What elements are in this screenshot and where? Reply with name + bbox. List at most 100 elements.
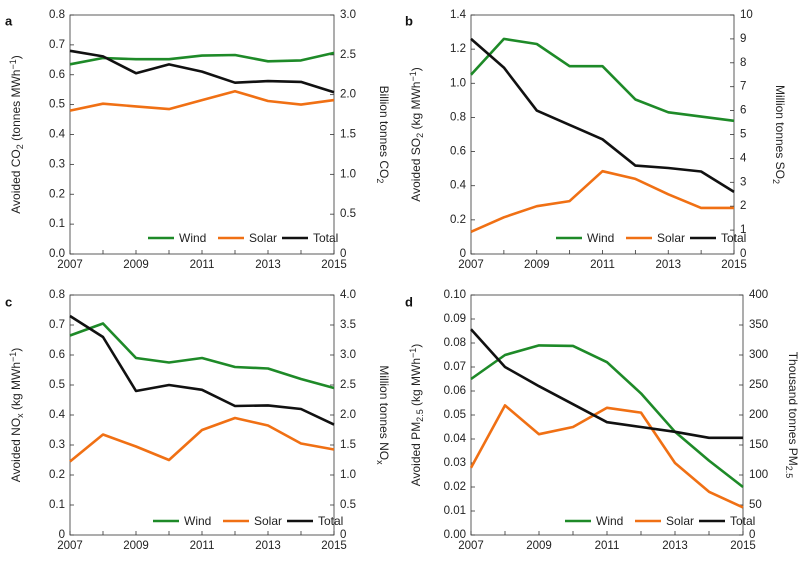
- left-axis-label: Avoided PM2.5 (kg MWh−1): [408, 344, 424, 487]
- x-tick-label: 2007: [57, 540, 83, 552]
- x-tick-label: 2011: [190, 540, 215, 552]
- left-tick-label: 0.05: [444, 409, 466, 421]
- x-tick-label: 2009: [123, 540, 149, 552]
- x-tick-label: 2009: [526, 540, 552, 552]
- right-tick-label: 1.0: [340, 168, 356, 180]
- right-tick-label: 2.5: [340, 379, 356, 391]
- plot-frame: [69, 14, 335, 255]
- series-wind-line: [470, 37, 735, 123]
- left-tick-label: 1.0: [450, 77, 466, 89]
- right-tick-label: 50: [749, 499, 762, 511]
- legend-label-total: Total: [721, 231, 746, 245]
- panel-label: c: [5, 295, 12, 310]
- series-solar-line: [469, 404, 744, 509]
- x-tick-label: 2013: [662, 540, 688, 552]
- right-tick-label: 2.0: [340, 89, 356, 101]
- left-tick-label: 0.4: [49, 129, 66, 141]
- legend-label-solar: Solar: [657, 231, 685, 245]
- left-tick-label: 0.08: [444, 337, 466, 349]
- legend-label-solar: Solar: [254, 514, 282, 528]
- left-tick-label: 0.3: [49, 439, 65, 451]
- left-tick-label: 0.1: [49, 499, 65, 511]
- x-tick-label: 2013: [655, 259, 681, 271]
- series-total-line: [470, 37, 735, 194]
- legend-label-wind: Wind: [179, 231, 206, 245]
- right-tick-label: 4.0: [340, 289, 356, 301]
- x-tick-label: 2015: [730, 540, 756, 552]
- legend-label-wind: Wind: [184, 514, 211, 528]
- right-axis-label: Thousand tonnes PM2.5: [784, 352, 800, 479]
- x-tick-label: 2011: [590, 259, 615, 271]
- right-tick-label: 8: [740, 57, 746, 69]
- series-total-line: [69, 314, 335, 426]
- left-tick-label: 0.8: [450, 111, 466, 123]
- right-tick-label: 100: [749, 469, 768, 481]
- right-tick-label: 1.5: [340, 129, 356, 141]
- x-tick-label: 2009: [524, 259, 550, 271]
- legend-label-solar: Solar: [249, 231, 277, 245]
- panel-d: d 0.00 0.01 0.02 0.03 0.04 0.05 0.06 0.07 0.08 0.0…: [405, 289, 800, 552]
- right-tick-label: 10: [740, 9, 753, 21]
- right-tick-label: 0.5: [340, 499, 356, 511]
- left-tick-label: 0.8: [49, 9, 65, 21]
- left-tick-label: 0.2: [450, 214, 466, 226]
- x-tick-label: 2015: [721, 259, 747, 271]
- legend: Wind Solar Total: [565, 514, 755, 528]
- series-solar-line: [69, 89, 335, 112]
- right-tick-label: 4: [740, 152, 747, 164]
- left-tick-label: 0.1: [49, 218, 65, 230]
- left-tick-label: 0.00: [444, 529, 466, 541]
- left-tick-label: 0: [460, 248, 466, 260]
- left-tick-label: 0.03: [444, 457, 466, 469]
- right-tick-label: 3: [740, 176, 746, 188]
- left-tick-label: 1.4: [450, 9, 467, 21]
- right-tick-label: 0: [749, 529, 755, 541]
- left-tick-label: 0.6: [49, 349, 65, 361]
- legend-label-total: Total: [313, 231, 338, 245]
- panel-label: a: [5, 14, 13, 29]
- left-tick-label: 0.7: [49, 39, 65, 51]
- left-tick-label: 0.7: [49, 319, 65, 331]
- right-tick-label: 0: [340, 248, 346, 260]
- right-tick-label: 0.5: [340, 208, 356, 220]
- legend: Wind Solar Total: [148, 231, 338, 245]
- right-tick-label: 1: [740, 224, 746, 236]
- right-tick-label: 2.0: [340, 409, 356, 421]
- x-tick-label: 2009: [123, 259, 149, 271]
- right-tick-label: 400: [749, 289, 768, 301]
- right-tick-label: 0: [740, 248, 746, 260]
- right-tick-label: 1.0: [340, 469, 356, 481]
- x-tick-label: 2007: [458, 540, 484, 552]
- right-tick-label: 0: [340, 529, 346, 541]
- x-tick-label: 2007: [458, 259, 484, 271]
- right-tick-label: 3.0: [340, 9, 356, 21]
- right-axis-label: Billion tonnes CO2: [375, 86, 391, 184]
- x-tick-label: 2015: [321, 259, 347, 271]
- series-wind-line: [470, 344, 744, 489]
- right-tick-label: 6: [740, 105, 746, 117]
- plot-frame: [470, 14, 735, 255]
- right-tick-label: 300: [749, 349, 768, 361]
- legend-label-wind: Wind: [596, 514, 623, 528]
- legend-label-solar: Solar: [666, 514, 694, 528]
- right-tick-label: 3.5: [340, 319, 356, 331]
- left-tick-label: 0.06: [444, 385, 466, 397]
- left-axis-label: Avoided SO2 (kg MWh−1): [408, 67, 424, 201]
- right-tick-label: 1.5: [340, 439, 356, 451]
- left-tick-label: 0.0: [49, 248, 65, 260]
- right-tick-label: 7: [740, 81, 746, 93]
- panel-b: b 0 0.2 0.4 0.6 0.8 1.0 1.2 1.4 0 1 2 3 4 5 6 7 8 9 10 2007 2…: [405, 9, 787, 271]
- panel-label: b: [405, 14, 413, 29]
- x-tick-label: 2013: [255, 540, 281, 552]
- series-total-line: [470, 328, 743, 440]
- right-tick-label: 150: [749, 439, 768, 451]
- x-tick-label: 2015: [321, 540, 347, 552]
- x-tick-label: 2011: [190, 259, 215, 271]
- x-tick-label: 2007: [57, 259, 83, 271]
- right-tick-label: 350: [749, 319, 768, 331]
- right-axis-label: Million tonnes SO2: [771, 85, 787, 184]
- left-axis-label: Avoided NOx (kg MWh−1): [8, 348, 24, 483]
- left-axis-label: Avoided CO2 (tonnes MWh−1): [8, 55, 24, 213]
- left-tick-label: 0.6: [450, 146, 466, 158]
